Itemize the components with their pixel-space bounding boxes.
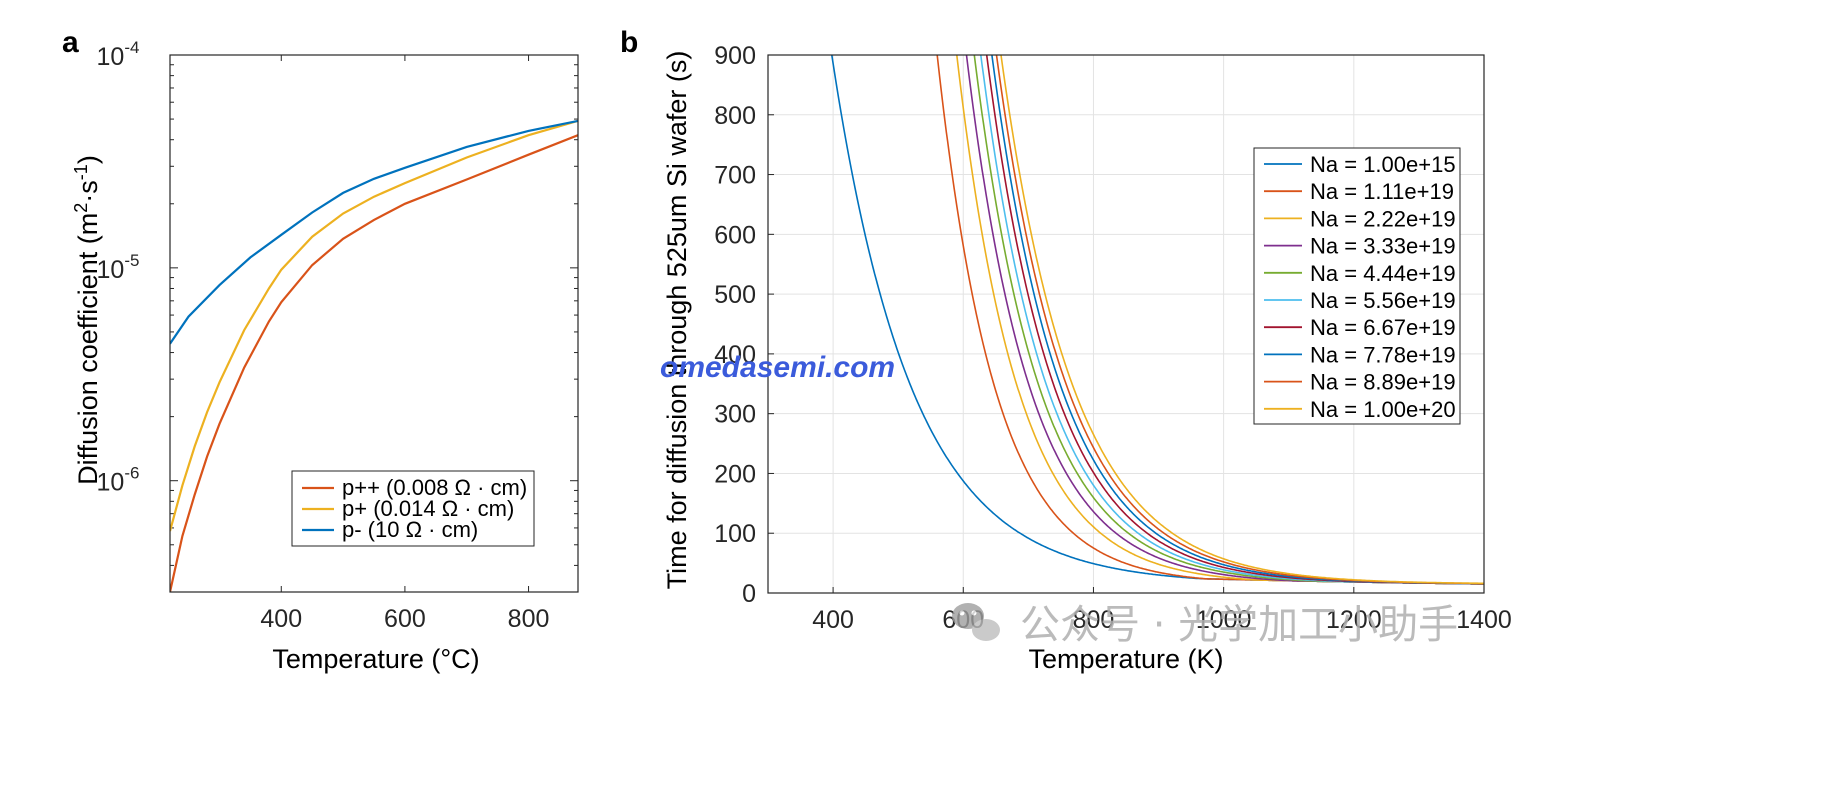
chart-b-ytick-label: 0	[742, 580, 756, 608]
chart-a-legend-label: p++ (0.008 Ω · cm)	[342, 475, 527, 500]
chart-a-xtick-label: 800	[508, 605, 550, 633]
chart-b-legend-label: Na = 2.22e+19	[1310, 206, 1456, 231]
chart-b: 4006008001000120014000100200300400500600…	[714, 42, 1512, 634]
chart-b-legend-label: Na = 4.44e+19	[1310, 261, 1456, 286]
chart-a-ytick-label: 10-4	[97, 38, 140, 71]
chart-b-ylabel: Time for diffusion through 525um Si wafe…	[662, 51, 692, 590]
wechat-icon	[952, 603, 1000, 641]
chart-b-ytick-label: 900	[714, 42, 756, 70]
chart-b-legend-label: Na = 7.78e+19	[1310, 342, 1456, 367]
chart-a-ytick-label: 10-6	[97, 464, 140, 497]
chart-b-xtick-label: 1200	[1326, 606, 1382, 634]
chart-a-ylabel: Diffusion coefficient (m2·s-1)	[71, 155, 103, 485]
chart-b-legend	[1253, 147, 1461, 425]
chart-b-xtick-label: 1000	[1196, 606, 1252, 634]
chart-b-legend-label: Na = 3.33e+19	[1310, 234, 1456, 259]
chart-b-ytick-label: 800	[714, 102, 756, 130]
chart-b-ytick-label: 300	[714, 401, 756, 429]
chart-b-frame	[767, 54, 1485, 594]
chart-b-xtick-label: 400	[812, 606, 854, 634]
chart-a-xtick-label: 400	[260, 605, 302, 633]
chart-a-frame	[169, 54, 579, 593]
chart-b-ytick-label: 600	[714, 221, 756, 249]
chart-a-ytick-label: 10-5	[97, 251, 140, 284]
chart-b-legend-label: Na = 6.67e+19	[1310, 315, 1456, 340]
chart-b-series-line	[1000, 55, 1484, 585]
chart-b-ytick-label: 200	[714, 460, 756, 488]
chart-b-legend-label: Na = 1.00e+15	[1310, 152, 1456, 177]
chart-b-xlabel: Temperature (K)	[1028, 644, 1223, 674]
chart-a-legend-label: p+ (0.014 Ω · cm)	[342, 496, 514, 521]
chart-b-ytick-label: 700	[714, 162, 756, 190]
chart-a-xlabel: Temperature (°C)	[272, 644, 479, 674]
chart-a-xtick-label: 600	[384, 605, 426, 633]
chart-b-ytick-label: 100	[714, 520, 756, 548]
chart-b-ytick-label: 400	[714, 341, 756, 369]
chart-b-legend-label: Na = 5.56e+19	[1310, 288, 1456, 313]
chart-b-legend-label: Na = 1.11e+19	[1310, 179, 1454, 204]
chart-a-legend-label: p- (10 Ω · cm)	[342, 517, 478, 542]
chart-a-series-line	[170, 119, 578, 345]
watermark-site: omedasemi.com	[660, 351, 895, 384]
panel-a-label: a	[62, 26, 79, 59]
panel-b-label: b	[620, 26, 638, 59]
watermark-account: 公众号 · 光学加工小助手	[1020, 602, 1458, 648]
chart-b-xtick-label: 1400	[1456, 606, 1512, 634]
chart-b-legend-label: Na = 8.89e+19	[1310, 370, 1456, 395]
chart-b-xtick-label: 800	[1073, 606, 1115, 634]
chart-a-series-line	[170, 134, 578, 592]
chart-b-ytick-label: 500	[714, 281, 756, 309]
chart-b-legend-label: Na = 1.00e+20	[1310, 397, 1456, 422]
chart-a-series-line	[170, 119, 578, 532]
